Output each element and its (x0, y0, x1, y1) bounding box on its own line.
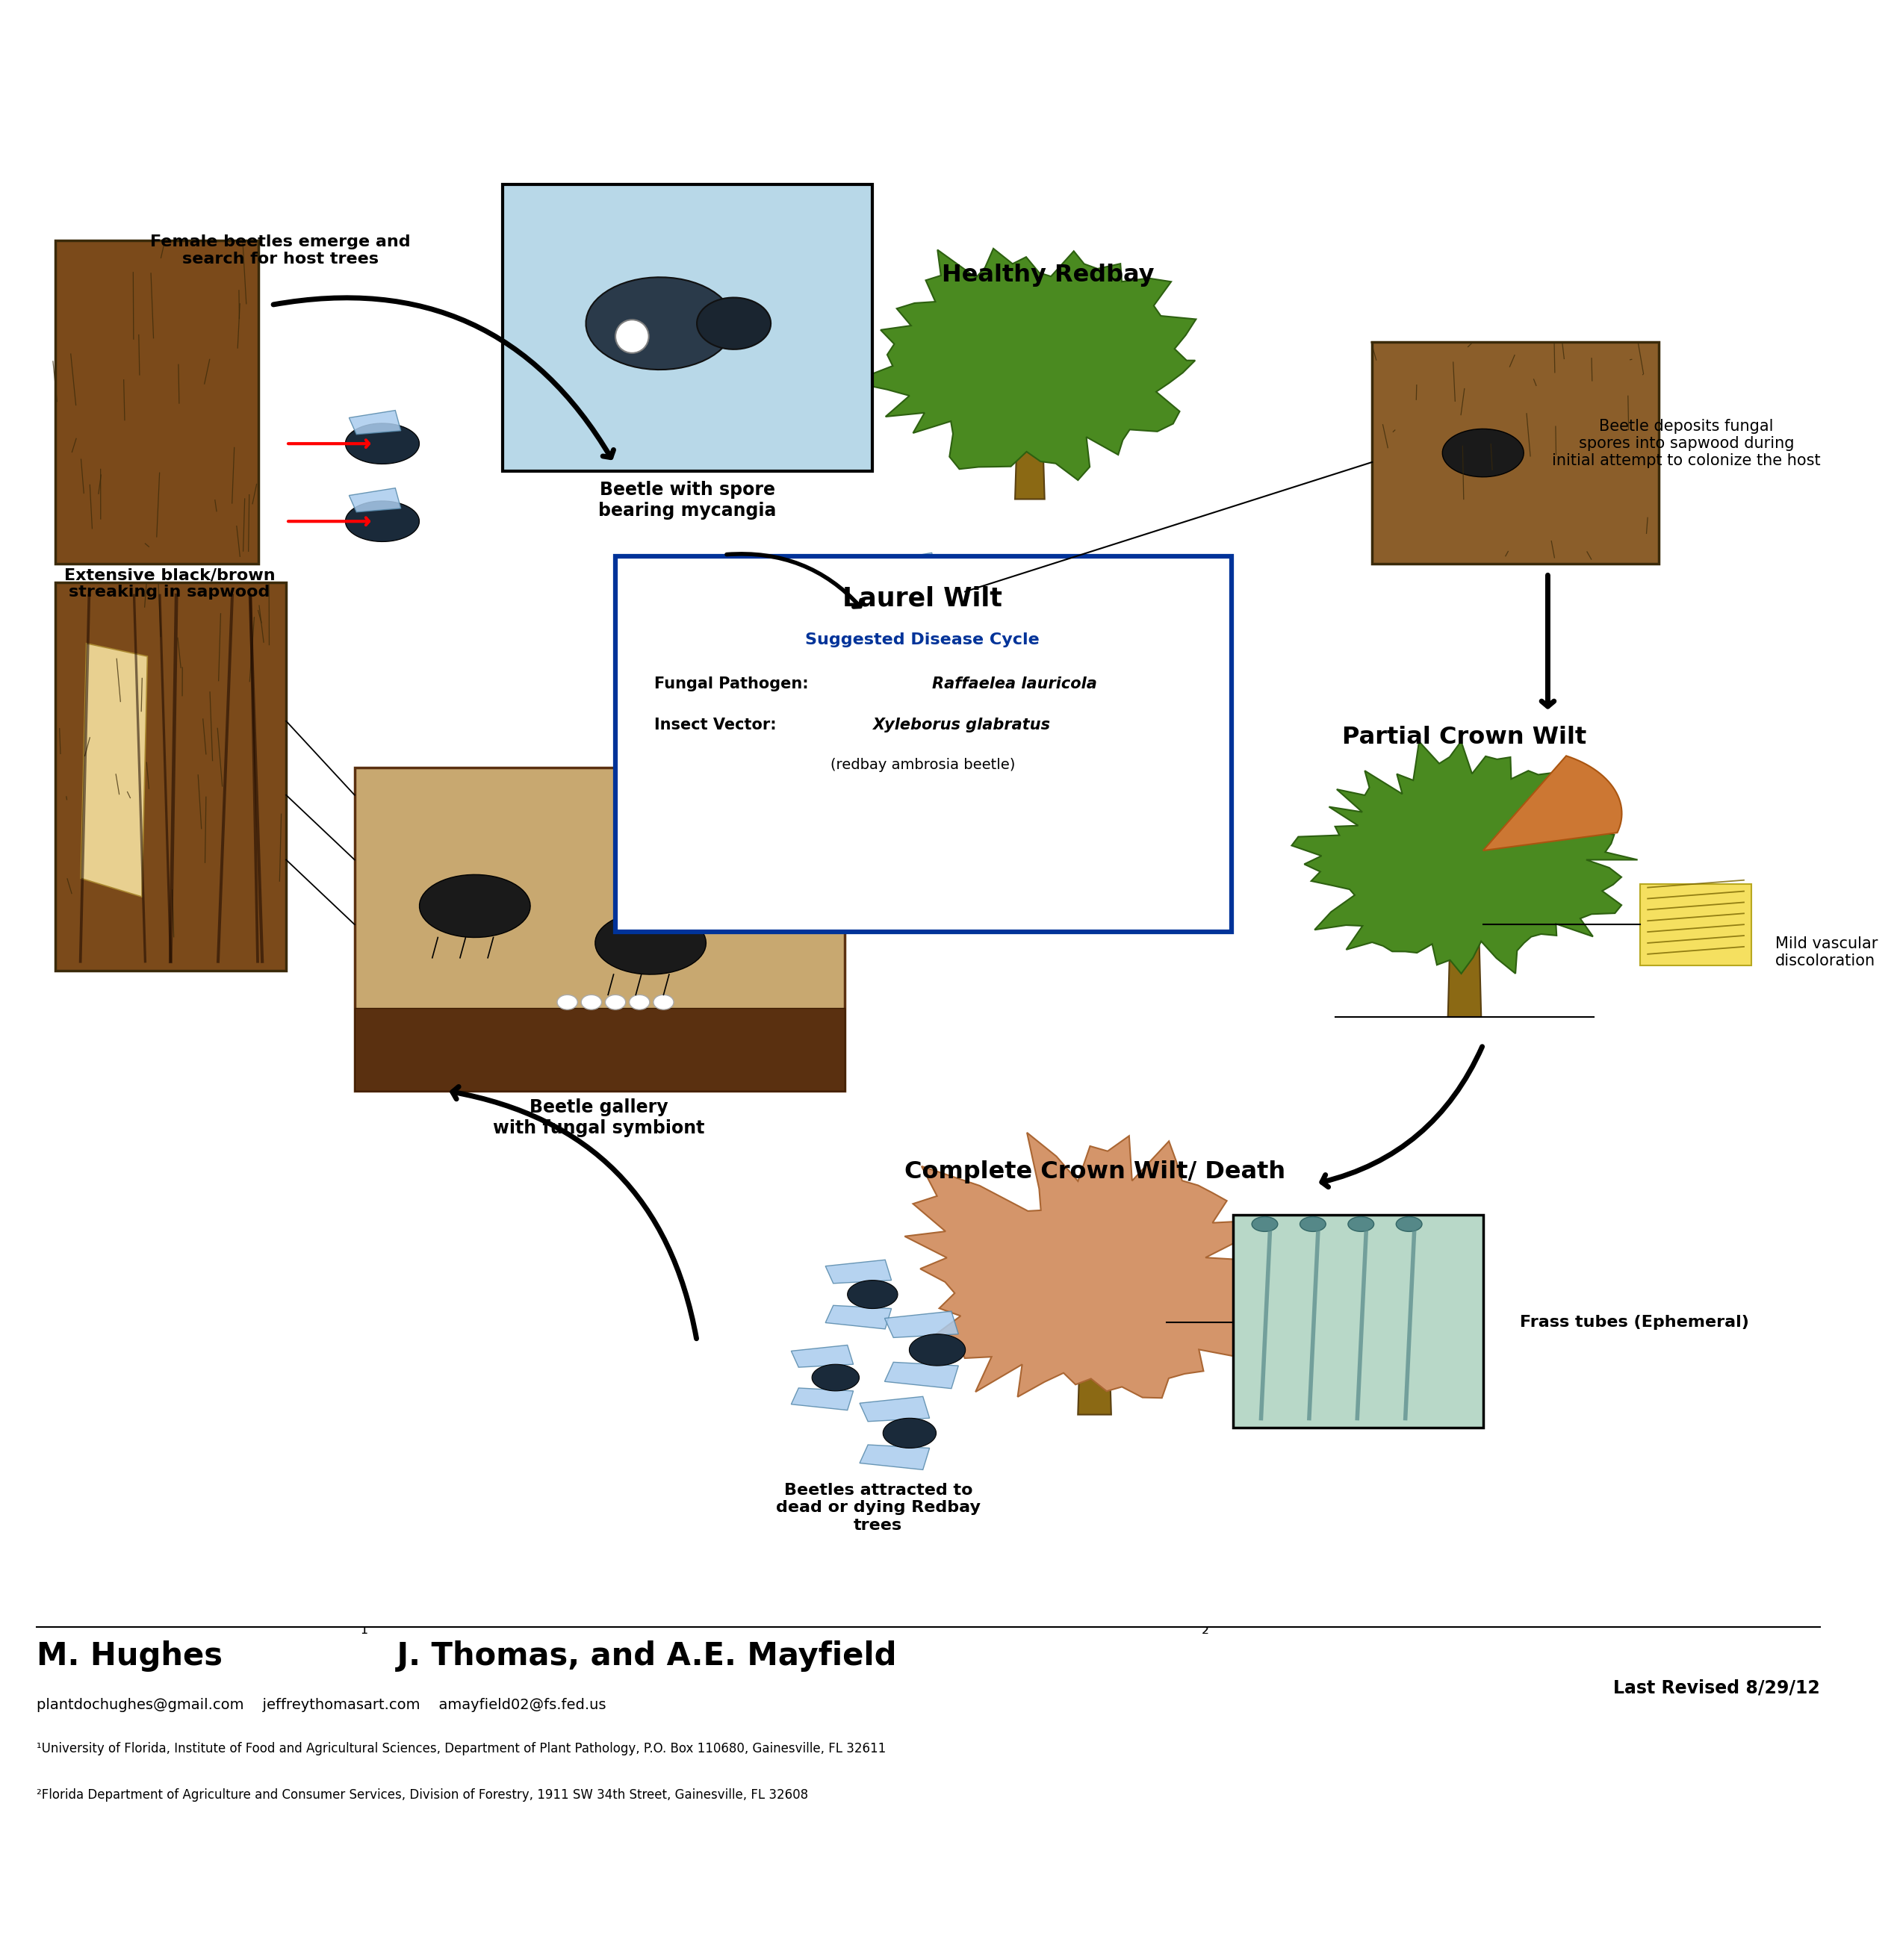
Text: Female beetles emerge and
search for host trees: Female beetles emerge and search for hos… (150, 235, 412, 267)
Polygon shape (1015, 378, 1045, 500)
Text: Beetles attracted to
dead or dying Redbay
trees: Beetles attracted to dead or dying Redba… (776, 1484, 981, 1533)
Ellipse shape (1252, 1217, 1279, 1231)
Ellipse shape (1299, 1217, 1326, 1231)
Polygon shape (1442, 429, 1523, 476)
Text: J. Thomas, and A.E. Mayfield: J. Thomas, and A.E. Mayfield (387, 1641, 897, 1672)
Polygon shape (884, 1311, 958, 1337)
Text: Beetle with spore
bearing mycangia: Beetle with spore bearing mycangia (599, 480, 776, 519)
Text: Partial Crown Wilt: Partial Crown Wilt (1343, 725, 1586, 749)
Ellipse shape (653, 996, 673, 1009)
Text: Extensive black/brown
streaking in sapwood: Extensive black/brown streaking in sapwo… (64, 568, 275, 600)
Text: Xyleborus glabratus: Xyleborus glabratus (873, 717, 1051, 733)
Text: Beetle deposits fungal
spores into sapwood during
initial attempt to colonize th: Beetle deposits fungal spores into sapwo… (1552, 419, 1821, 468)
Polygon shape (596, 911, 706, 974)
FancyBboxPatch shape (55, 241, 258, 564)
Polygon shape (812, 1364, 859, 1392)
Polygon shape (586, 276, 734, 370)
Polygon shape (859, 1445, 930, 1470)
Polygon shape (848, 1280, 897, 1309)
Text: Laurel Wilt: Laurel Wilt (842, 586, 1002, 612)
FancyBboxPatch shape (355, 766, 844, 1092)
Polygon shape (349, 410, 400, 435)
Text: Fungal Pathogen:: Fungal Pathogen: (654, 676, 814, 692)
Ellipse shape (1396, 1217, 1423, 1231)
Polygon shape (833, 637, 943, 686)
Polygon shape (909, 1335, 966, 1366)
Polygon shape (1292, 741, 1637, 974)
FancyBboxPatch shape (503, 184, 873, 472)
Text: Complete Crown Wilt/ Death: Complete Crown Wilt/ Death (905, 1160, 1284, 1184)
Polygon shape (833, 553, 943, 602)
Polygon shape (939, 604, 979, 635)
Ellipse shape (1349, 1217, 1373, 1231)
Polygon shape (791, 1345, 854, 1368)
Ellipse shape (558, 996, 577, 1009)
FancyBboxPatch shape (355, 1007, 844, 1092)
Polygon shape (345, 502, 419, 541)
FancyBboxPatch shape (1372, 341, 1658, 564)
Text: (redbay ambrosia beetle): (redbay ambrosia beetle) (831, 759, 1015, 772)
Text: Mild vascular
discoloration: Mild vascular discoloration (1776, 937, 1878, 968)
Polygon shape (1483, 757, 1622, 851)
Polygon shape (825, 1305, 892, 1329)
Ellipse shape (630, 996, 649, 1009)
Text: ²: ² (1203, 1625, 1208, 1642)
FancyBboxPatch shape (1233, 1215, 1483, 1427)
FancyBboxPatch shape (1641, 884, 1751, 964)
Ellipse shape (580, 996, 601, 1009)
Polygon shape (349, 488, 400, 512)
Text: Last Revised 8/29/12: Last Revised 8/29/12 (1612, 1680, 1819, 1697)
Polygon shape (905, 1133, 1309, 1397)
FancyBboxPatch shape (615, 557, 1231, 931)
Polygon shape (865, 596, 954, 643)
Text: Healthy Redbay: Healthy Redbay (943, 263, 1155, 286)
Polygon shape (82, 643, 148, 898)
Polygon shape (1447, 878, 1482, 1017)
Text: Insect Vector:: Insect Vector: (654, 717, 782, 733)
Polygon shape (882, 1419, 937, 1448)
Polygon shape (791, 1388, 854, 1409)
Text: ¹University of Florida, Institute of Food and Agricultural Sciences, Department : ¹University of Florida, Institute of Foo… (36, 1742, 886, 1756)
Polygon shape (1077, 1294, 1112, 1415)
Circle shape (615, 319, 649, 353)
Polygon shape (419, 874, 531, 937)
Polygon shape (825, 1260, 892, 1284)
Text: Beetle gallery
with fungal symbiont: Beetle gallery with fungal symbiont (493, 1098, 704, 1137)
Polygon shape (859, 1397, 930, 1421)
Text: ²Florida Department of Agriculture and Consumer Services, Division of Forestry, : ²Florida Department of Agriculture and C… (36, 1788, 808, 1801)
Text: M. Hughes: M. Hughes (36, 1641, 222, 1672)
FancyBboxPatch shape (55, 582, 286, 970)
Text: plantdochughes@gmail.com    jeffreythomasart.com    amayfield02@fs.fed.us: plantdochughes@gmail.com jeffreythomasar… (36, 1697, 605, 1711)
Polygon shape (852, 249, 1195, 480)
Text: Suggested Disease Cycle: Suggested Disease Cycle (806, 633, 1040, 647)
Polygon shape (884, 1362, 958, 1388)
Ellipse shape (605, 996, 626, 1009)
Text: ¹: ¹ (360, 1625, 368, 1642)
Text: Frass tubes (Ephemeral): Frass tubes (Ephemeral) (1519, 1315, 1749, 1329)
Polygon shape (696, 298, 770, 349)
Text: Raffaelea lauricola: Raffaelea lauricola (931, 676, 1096, 692)
Polygon shape (345, 423, 419, 465)
